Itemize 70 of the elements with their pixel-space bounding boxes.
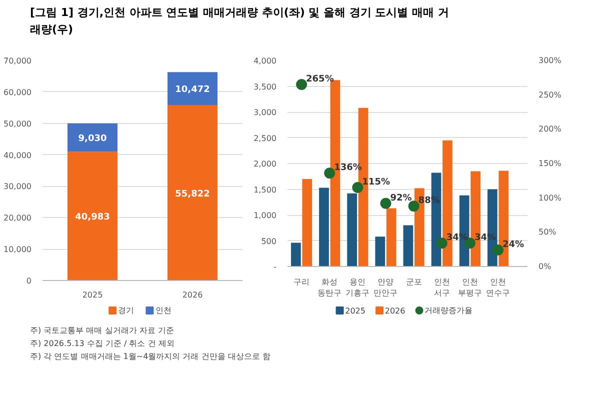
y-tick-label: 2,000 — [254, 160, 277, 168]
y-tick-label: 50,000 — [4, 119, 32, 128]
y-tick-label: 60,000 — [4, 88, 32, 97]
bar — [403, 225, 414, 266]
data-label: 34% — [474, 233, 496, 244]
y-tick-label: 4,000 — [254, 56, 277, 66]
bar — [68, 123, 118, 152]
data-label: 92% — [390, 193, 412, 204]
x-tick-label: 인천 연수구 — [486, 278, 510, 298]
bar — [68, 152, 118, 280]
point — [408, 200, 420, 212]
y-tick-label: 10,000 — [4, 245, 32, 254]
y2-tick-label: 200% — [538, 124, 562, 134]
x-tick-label: 2025 — [82, 290, 103, 300]
data-label: 40,983 — [75, 212, 110, 223]
bar — [290, 242, 301, 266]
bar — [302, 178, 312, 266]
bar — [375, 236, 386, 266]
y2-tick-label: 100% — [538, 193, 562, 202]
text: 주) 각 연도별 매매거래는 1월~4월까지의 거래 건만을 대상으로 함 — [30, 352, 270, 361]
legend-label: 2025 — [345, 306, 366, 316]
y2-tick-label: 50% — [538, 228, 557, 237]
y-tick-label: 3,000 — [254, 108, 277, 117]
chart-title: [그림 1] 경기,인천 아파트 연도별 매매거래량 추이(좌) 및 올해 경기 도시별 매매 거래량(우) — [30, 5, 450, 38]
y-tick-label: 1,500 — [254, 185, 277, 194]
x-tick-label: 구리 — [294, 278, 310, 286]
y-tick-label: 20,000 — [4, 214, 32, 223]
x-tick-label: 인천 부평구 — [458, 278, 482, 298]
legend-label: 인천 — [155, 306, 172, 315]
point — [436, 238, 448, 249]
bar — [386, 208, 396, 266]
data-label: 88% — [418, 196, 440, 206]
data-label: 10,472 — [175, 85, 210, 96]
x-tick-label: 안양 만안구 — [374, 278, 398, 298]
bar — [347, 193, 357, 266]
x-tick-label: 용인 기흥구 — [346, 278, 370, 298]
text: 주) 국토교통부 매매 실거래가 자료 기준 — [30, 326, 174, 335]
legend-label: 거래량증가율 — [424, 306, 473, 315]
y-tick-label: 70,000 — [4, 56, 32, 66]
y-tick-label: 3,500 — [254, 82, 277, 92]
data-label: 55,822 — [175, 189, 210, 200]
y2-tick-label: 0% — [538, 262, 552, 271]
y-tick-label: 500 — [261, 236, 277, 246]
y-tick-label: - — [274, 262, 277, 272]
x-tick-label: 인천 서구 — [434, 278, 450, 298]
bar — [168, 72, 218, 106]
x-tick-label: 화성 동탄구 — [318, 278, 342, 298]
legend-label: 2026 — [384, 306, 406, 316]
y-tick-label: 1,000 — [254, 211, 277, 220]
bar — [319, 188, 329, 266]
point — [352, 182, 364, 194]
data-label: 265% — [306, 74, 334, 85]
y2-tick-label: 150% — [538, 159, 562, 168]
text: 주) 2026.5.13 수집 기준 / 취소 건 제외 — [30, 338, 174, 348]
y-tick-label: 2,500 — [254, 134, 277, 143]
y-tick-label: 0 — [26, 276, 32, 286]
data-label: 34% — [446, 233, 468, 244]
y-tick-label: 30,000 — [4, 182, 32, 192]
point — [380, 198, 392, 209]
y2-tick-label: 250% — [538, 90, 562, 100]
y2-tick-label: 300% — [538, 56, 562, 65]
point — [324, 168, 336, 179]
point — [492, 244, 504, 256]
data-label: 9,030 — [78, 134, 107, 144]
point — [296, 79, 308, 90]
y-tick-label: 40,000 — [4, 150, 32, 160]
bar — [168, 105, 218, 280]
x-tick-label: 2026 — [182, 290, 203, 300]
x-tick-label: 군포 — [406, 278, 422, 286]
legend-label: 경기 — [118, 306, 134, 315]
